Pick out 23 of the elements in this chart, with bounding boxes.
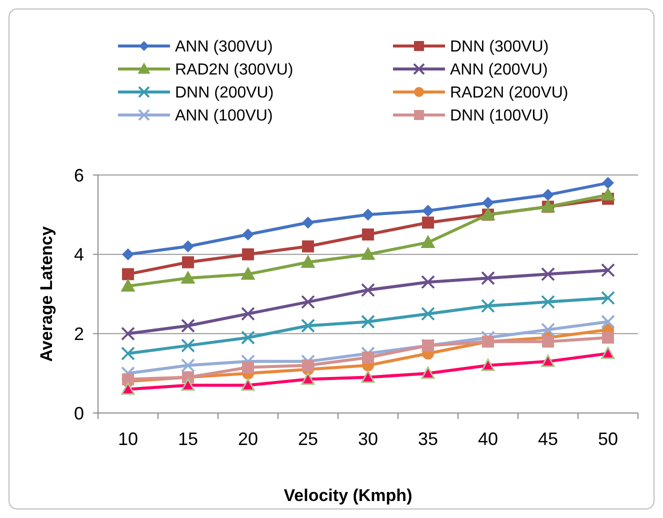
x-tick-label: 35 bbox=[418, 429, 438, 449]
legend-label: ANN (300VU) bbox=[175, 38, 273, 56]
x-tick-label: 25 bbox=[298, 429, 318, 449]
x-tick-label: 10 bbox=[118, 429, 138, 449]
y-tick-label: 0 bbox=[74, 403, 84, 424]
y-tick-label: 6 bbox=[74, 165, 84, 186]
legend-label: DNN (100VU) bbox=[450, 108, 549, 125]
x-tick-label: 45 bbox=[538, 429, 558, 449]
x-axis-title: Velocity (Kmph) bbox=[284, 486, 412, 505]
y-tick-label: 4 bbox=[74, 244, 84, 265]
legend-label: RAD2N (300VU) bbox=[175, 62, 294, 79]
legend-label: ANN (100VU) bbox=[175, 108, 273, 125]
x-tick-label: 30 bbox=[358, 429, 378, 449]
legend-label: ANN (200VU) bbox=[450, 62, 548, 79]
legend-label: RAD2N (200VU) bbox=[450, 84, 568, 102]
legend-label: DNN (300VU) bbox=[450, 38, 549, 56]
legend-label: DNN (200VU) bbox=[175, 84, 274, 102]
x-tick-label: 50 bbox=[598, 429, 618, 449]
x-tick-label: 40 bbox=[478, 429, 498, 449]
x-tick-label: 20 bbox=[238, 429, 258, 449]
x-tick-label: 15 bbox=[178, 429, 198, 449]
y-tick-label: 2 bbox=[74, 324, 84, 344]
y-axis-title: Average Latency bbox=[37, 226, 56, 362]
